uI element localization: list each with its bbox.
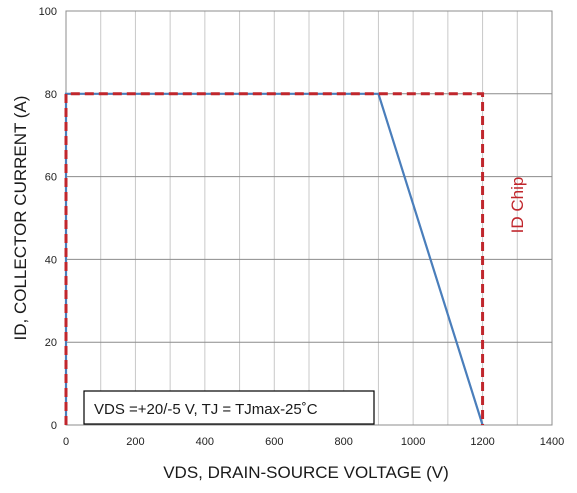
y-axis-title: ID, COLLECTOR CURRENT (A) (11, 96, 30, 341)
y-tick-label: 100 (39, 6, 57, 18)
series-line-id-chip (64, 92, 485, 425)
x-tick-label: 0 (63, 436, 69, 448)
x-tick-label: 400 (196, 436, 214, 448)
x-axis-ticks: 0 200 400 600 800 1000 1200 1400 (63, 436, 564, 448)
y-tick-label: 80 (45, 89, 57, 101)
x-tick-label: 1200 (470, 436, 494, 448)
y-axis-ticks: 0 20 40 60 80 100 (39, 6, 57, 432)
x-tick-label: 1000 (401, 436, 425, 448)
x-tick-label: 800 (335, 436, 353, 448)
conditions-annotation-text: VDS =+20/-5 V, TJ = TJmax-25˚C (94, 401, 318, 418)
x-tick-label: 1400 (540, 436, 564, 448)
series-label-id-chip: ID Chip (508, 177, 527, 234)
y-tick-label: 40 (45, 254, 57, 266)
x-axis-title: VDS, DRAIN-SOURCE VOLTAGE (V) (163, 463, 449, 482)
y-tick-label: 20 (45, 337, 57, 349)
y-tick-label: 60 (45, 172, 57, 184)
y-tick-label: 0 (51, 420, 57, 432)
x-tick-label: 200 (126, 436, 144, 448)
series-layer (64, 92, 485, 426)
gridlines (66, 11, 552, 425)
conditions-annotation-box: VDS =+20/-5 V, TJ = TJmax-25˚C (83, 390, 375, 425)
x-tick-label: 600 (265, 436, 283, 448)
series-line-rbsoa (64, 92, 484, 426)
